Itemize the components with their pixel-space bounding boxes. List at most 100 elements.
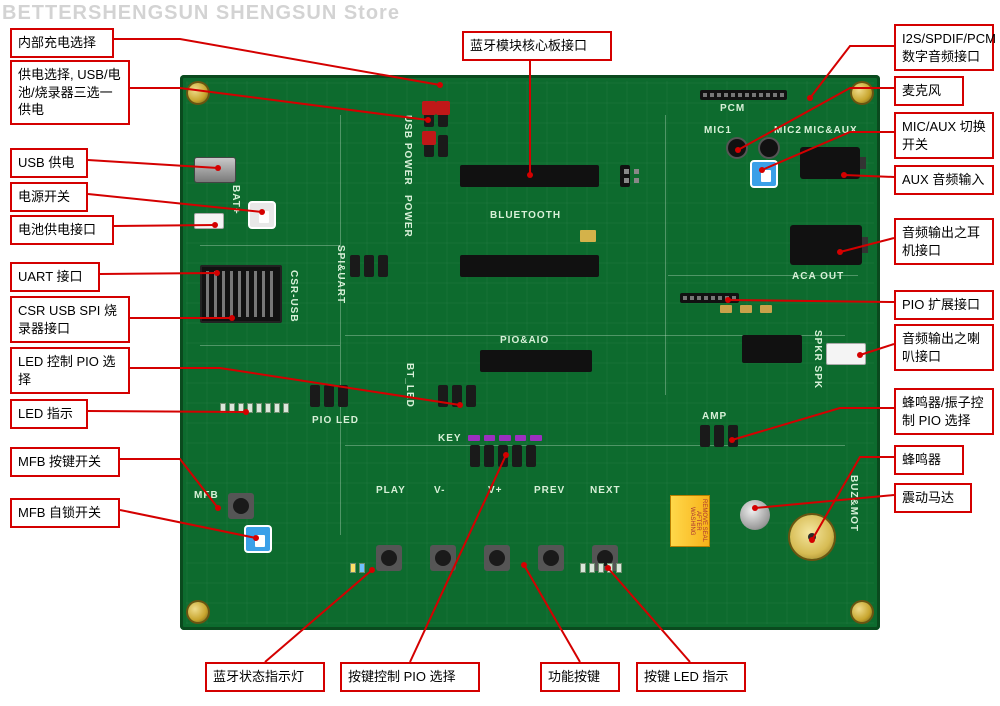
- smd: [740, 305, 752, 313]
- vplus-label: V+: [488, 485, 503, 496]
- callout: 内部充电选择: [10, 28, 114, 58]
- mic-aux-switch: [750, 160, 778, 188]
- callout: 震动马达: [894, 483, 972, 513]
- pcm-label: PCM: [720, 103, 745, 114]
- callout: MIC/AUX 切换开关: [894, 112, 994, 159]
- next-label: NEXT: [590, 485, 621, 496]
- charge-jumpers: [424, 105, 448, 127]
- power-label: POWER: [402, 195, 413, 238]
- warning-sticker: REMOVE SEAL AFTER WASHING: [670, 495, 710, 547]
- pcm-header: [700, 90, 787, 100]
- smd: [580, 230, 596, 242]
- aux-input-jack: [800, 147, 860, 179]
- vibration-motor: [740, 500, 770, 530]
- mic2: [760, 139, 778, 157]
- callout: AUX 音频输入: [894, 165, 994, 195]
- callout: 音频输出之耳机接口: [894, 218, 994, 265]
- vminus-label: V-: [434, 485, 445, 496]
- callout: USB 供电: [10, 148, 88, 178]
- callout: 麦克风: [894, 76, 964, 106]
- silk-line: [200, 245, 340, 246]
- bluetooth-header-right: [620, 165, 630, 187]
- smd: [720, 305, 732, 313]
- play-btn: [376, 545, 402, 571]
- key-jumper-caps: [468, 435, 542, 441]
- callout: 电源开关: [10, 182, 88, 212]
- bluetooth-header-bottom: [460, 255, 599, 277]
- callout: 按键控制 PIO 选择: [340, 662, 480, 692]
- callout: 蜂鸣器/振子控制 PIO 选择: [894, 388, 994, 435]
- headphone-jack: [790, 225, 862, 265]
- spkr-label: SPKR SPK: [812, 330, 823, 389]
- usbpower-label: USB POWER: [402, 115, 413, 186]
- power-switch: [248, 201, 276, 229]
- bt-status-led: [350, 563, 365, 573]
- callout: 蜂鸣器: [894, 445, 964, 475]
- buzmot-label: BUZ&MOT: [848, 475, 859, 532]
- callout: 音频输出之喇叭接口: [894, 324, 994, 371]
- vminus-btn: [430, 545, 456, 571]
- amp-jumpers: [700, 425, 738, 447]
- mic1: [728, 139, 746, 157]
- csrusb-label: CSR-USB: [288, 270, 299, 323]
- pioaio-label: PIO&AIO: [500, 335, 549, 346]
- pioled-label: PIO LED: [312, 415, 359, 426]
- mic1-label: MIC1: [704, 125, 732, 136]
- callout: PIO 扩展接口: [894, 290, 994, 320]
- pio-led-jumpers-2: [438, 385, 476, 407]
- smd: [760, 305, 772, 313]
- buzzer: [790, 515, 834, 559]
- pio-aio-header: [480, 350, 592, 372]
- watermark: BETTERSHENGSUN SHENGSUN Store: [2, 2, 400, 25]
- acout-label: ACA OUT: [792, 271, 844, 282]
- power-select-jumpers: [424, 135, 448, 157]
- screw-br: [852, 602, 872, 622]
- amp-label: AMP: [702, 411, 727, 422]
- led-row: [220, 403, 289, 413]
- callout: MFB 按键开关: [10, 447, 120, 477]
- callout: CSR USB SPI 烧录器接口: [10, 296, 130, 343]
- usb-mini-port: [194, 157, 236, 183]
- screw-tr: [852, 83, 872, 103]
- spiuart-jumpers: [350, 255, 388, 277]
- btled-label: BT_LED: [404, 363, 415, 408]
- bluetooth-label: BLUETOOTH: [490, 210, 561, 221]
- screw-tl: [188, 83, 208, 103]
- mfb-latch-switch: [244, 525, 272, 553]
- callout: 蓝牙模块核心板接口: [462, 31, 612, 61]
- callout: I2S/SPDIF/PCM 数字音频接口: [894, 24, 994, 71]
- silk-line: [345, 445, 845, 446]
- pio-ext-header: [680, 293, 739, 303]
- bat-label: BAT+: [230, 185, 241, 215]
- speaker-jst: [826, 343, 866, 365]
- callout: LED 控制 PIO 选择: [10, 347, 130, 394]
- key-leds: [580, 563, 622, 573]
- callout: 功能按键: [540, 662, 620, 692]
- callout: UART 接口: [10, 262, 100, 292]
- pio-led-jumpers: [310, 385, 348, 407]
- mfb-button: [228, 493, 254, 519]
- callout: LED 指示: [10, 399, 88, 429]
- callout: 蓝牙状态指示灯: [205, 662, 325, 692]
- play-label: PLAY: [376, 485, 406, 496]
- prev-btn: [538, 545, 564, 571]
- callout: 供电选择, USB/电池/烧录器三选一供电: [10, 60, 130, 125]
- micaux-label: MIC&AUX: [804, 125, 858, 136]
- silk-line: [200, 345, 340, 346]
- battery-jst: [194, 213, 224, 229]
- mic2-label: MIC2: [774, 125, 802, 136]
- callout: 电池供电接口: [10, 215, 114, 245]
- screw-bl: [188, 602, 208, 622]
- mfb-label: MFB: [194, 490, 219, 501]
- callout: 按键 LED 指示: [636, 662, 746, 692]
- silk-line: [340, 115, 341, 535]
- amp-chip: [742, 335, 802, 363]
- key-jumpers: [470, 445, 536, 467]
- spiuart-label: SPI&UART: [335, 245, 346, 304]
- prev-label: PREV: [534, 485, 565, 496]
- silk-line: [665, 115, 666, 395]
- vplus-btn: [484, 545, 510, 571]
- csr-usb-spi-header: [200, 265, 282, 323]
- bluetooth-header-left: [460, 165, 599, 187]
- pcb-board: BAT+ USB POWER POWER SPI&UART CSR-USB BL…: [180, 75, 880, 630]
